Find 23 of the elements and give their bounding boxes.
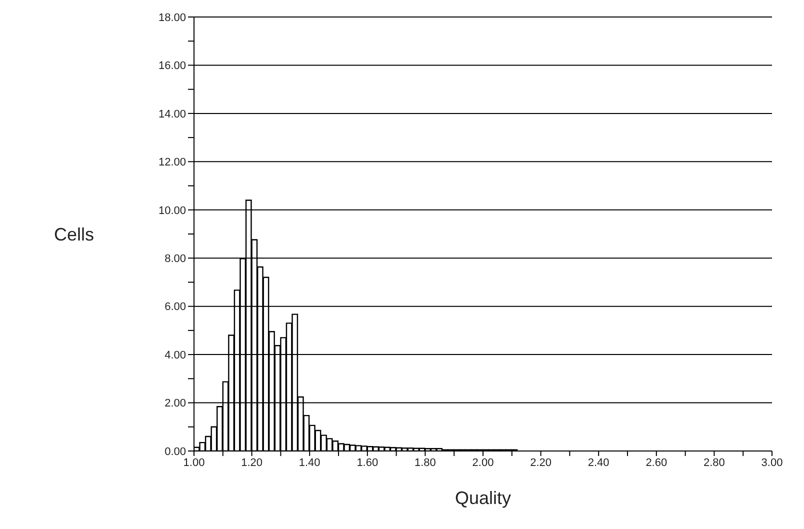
x-tick-label: 1.80 (414, 456, 436, 469)
y-tick-label: 18.00 (158, 12, 186, 24)
y-tick-label: 2.00 (164, 398, 186, 410)
y-tick-label: 12.00 (158, 156, 186, 169)
y-tick-label: 6.00 (164, 301, 186, 314)
y-tick-label: 10.00 (158, 204, 186, 217)
x-tick-label: 2.60 (646, 456, 668, 469)
y-tick-label: 4.00 (164, 349, 186, 362)
y-tick-label: 14.00 (158, 108, 186, 120)
y-tick-label: 8.00 (164, 253, 186, 266)
x-tick-label: 1.60 (356, 456, 378, 469)
x-tick-label: 1.20 (241, 456, 263, 469)
x-tick-label: 2.80 (703, 456, 725, 469)
y-tick-label: 16.00 (158, 60, 186, 72)
x-tick-label: 1.00 (183, 456, 205, 469)
x-tick-label: 2.40 (588, 456, 610, 469)
x-tick-label: 2.00 (472, 456, 494, 469)
y-axis-title: Cells (54, 224, 94, 244)
x-tick-label: 2.20 (530, 456, 552, 469)
y-tick-label: 0.00 (164, 446, 186, 458)
x-tick-label: 3.00 (761, 456, 783, 469)
x-axis-title: Quality (454, 488, 512, 508)
x-tick-label: 1.40 (298, 456, 320, 469)
